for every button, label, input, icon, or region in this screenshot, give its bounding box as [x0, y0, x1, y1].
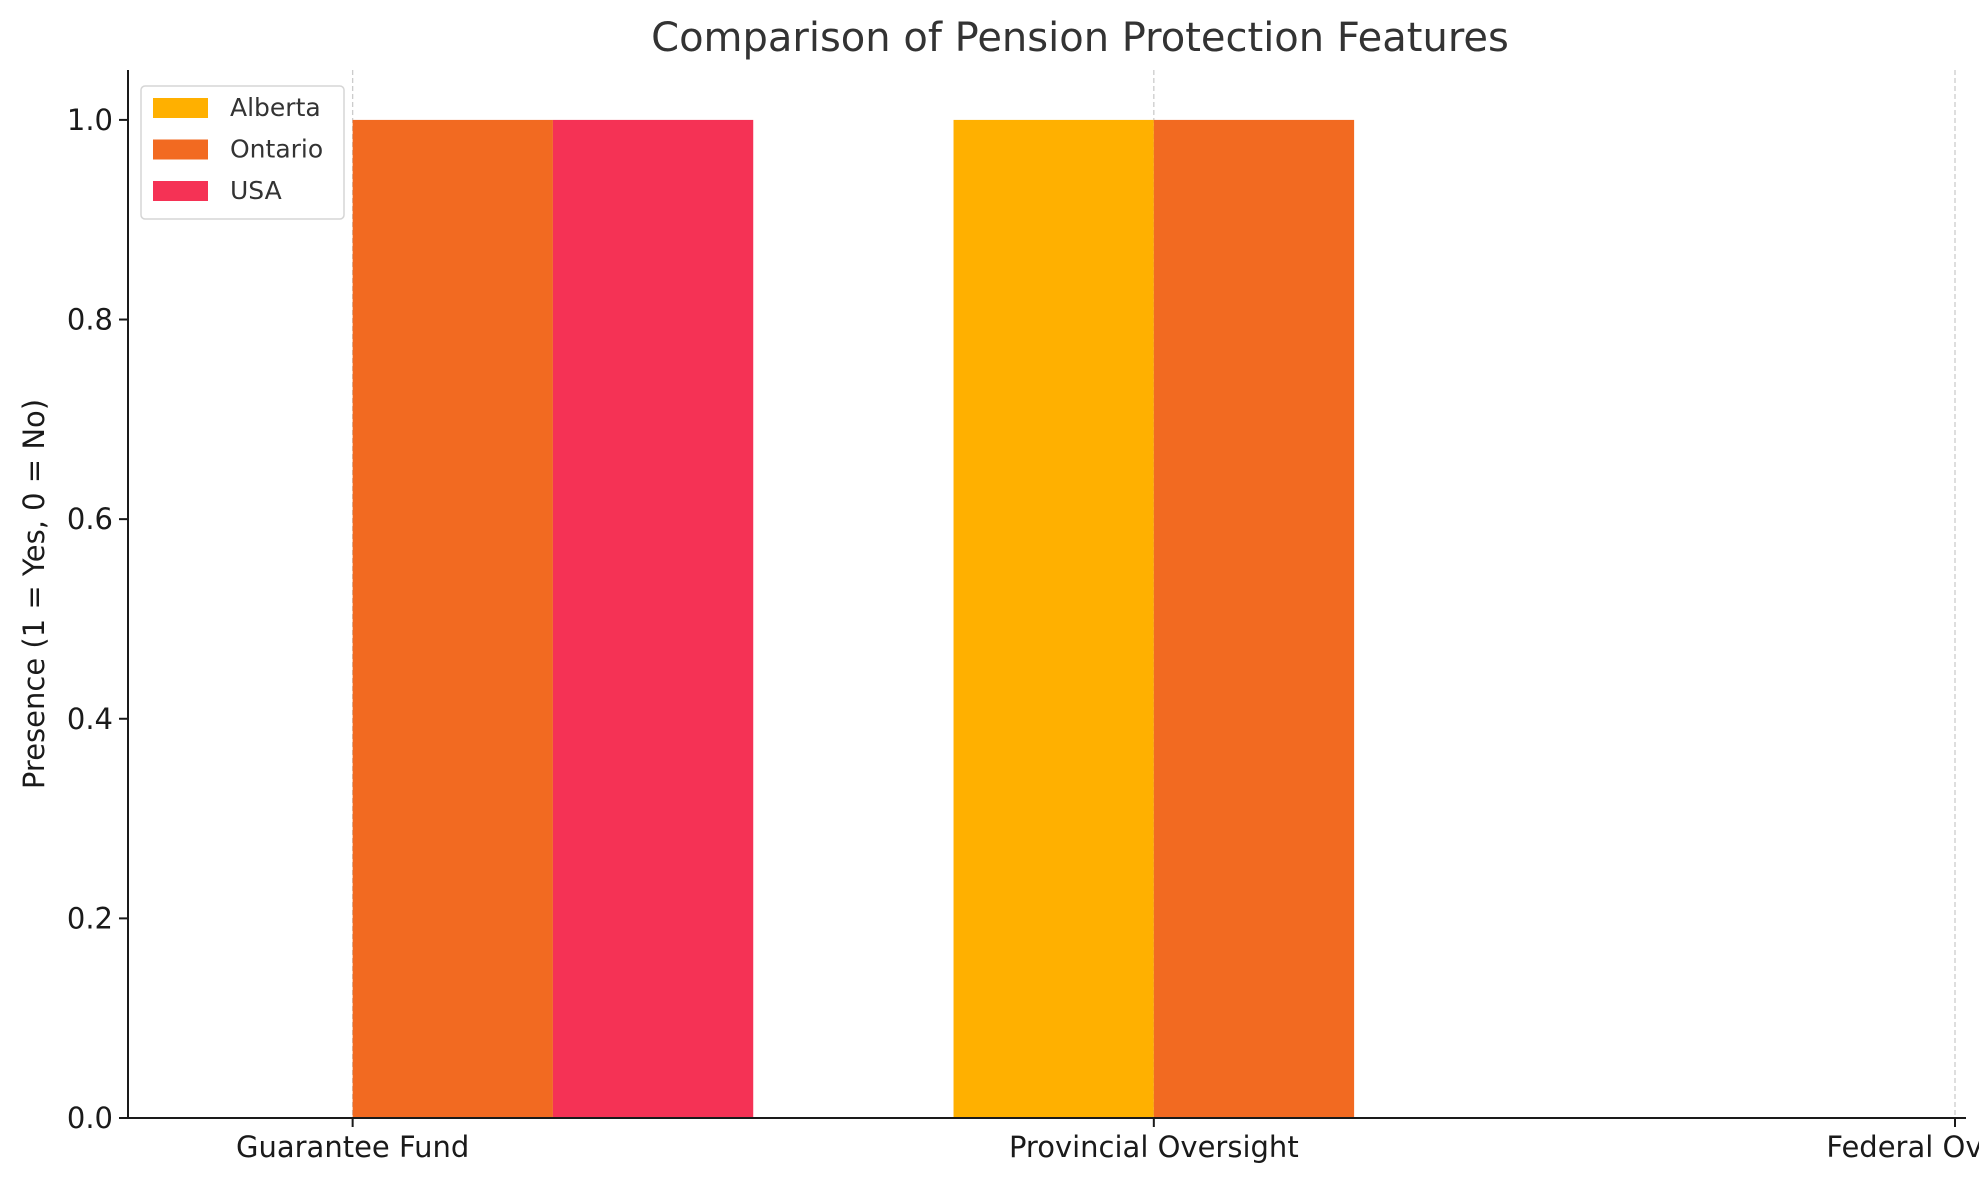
x-tick-label: Provincial Oversight [1009, 1130, 1299, 1164]
legend-swatch-ontario [153, 139, 208, 160]
legend-label-alberta: Alberta [230, 93, 321, 122]
y-tick-label: 1.0 [67, 103, 113, 137]
bar-ontario-0 [352, 119, 553, 1118]
legend-label-ontario: Ontario [230, 135, 323, 164]
x-tick-label: Federal Oversight [1826, 1130, 1979, 1164]
bars [352, 119, 1355, 1118]
x-tick-label: Guarantee Fund [236, 1130, 469, 1164]
bar-alberta-1 [953, 119, 1154, 1118]
bar-usa-0 [552, 119, 754, 1118]
y-tick-label: 0.0 [67, 1101, 113, 1135]
y-axis-label: Presence (1 = Yes, 0 = No) [17, 399, 51, 789]
legend: Alberta Ontario USA [140, 85, 345, 220]
y-ticks: 0.0 0.2 0.4 0.6 0.8 1.0 [67, 103, 128, 1135]
legend-label-usa: USA [230, 176, 282, 205]
y-tick-label: 0.4 [67, 702, 113, 736]
axes [127, 70, 1966, 1119]
chart-title: Comparison of Pension Protection Feature… [651, 15, 1509, 61]
y-tick-label: 0.6 [67, 502, 113, 536]
x-ticks: Guarantee Fund Provincial Oversight Federa… [236, 1118, 1979, 1164]
bar-ontario-1 [1153, 119, 1355, 1118]
legend-swatch-usa [153, 181, 208, 201]
y-tick-label: 0.8 [67, 303, 113, 337]
legend-swatch-alberta [153, 98, 208, 118]
y-tick-label: 0.2 [67, 901, 113, 935]
